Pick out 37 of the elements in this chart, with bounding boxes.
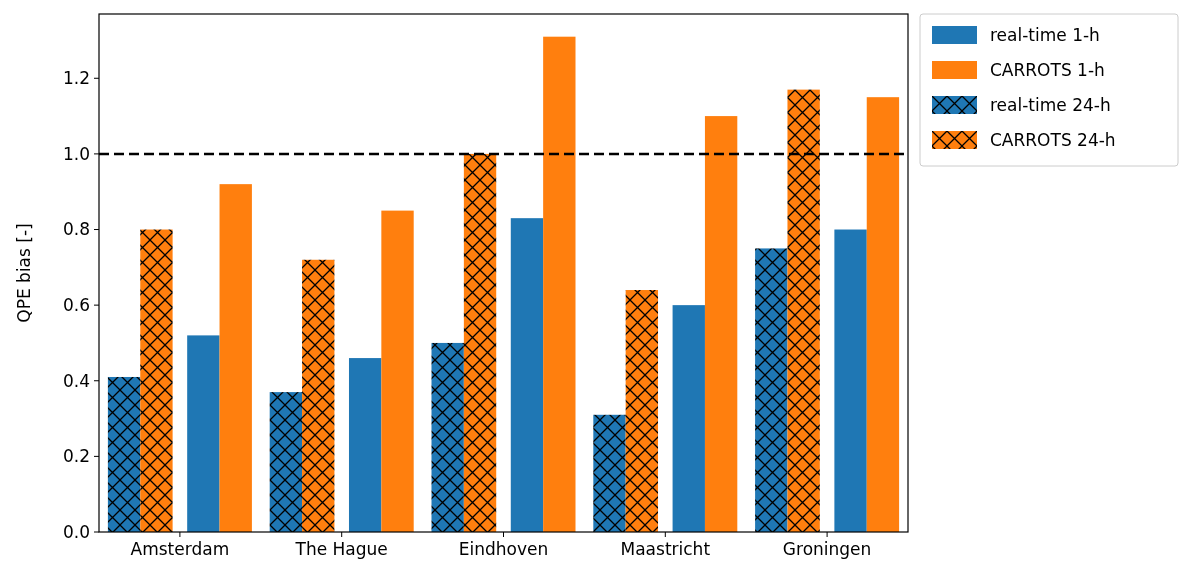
legend-label: real-time 24-h	[990, 94, 1111, 115]
bar	[510, 218, 544, 532]
bar	[755, 248, 788, 532]
bar	[381, 210, 414, 532]
bar	[219, 184, 252, 532]
bar	[463, 153, 497, 532]
bar	[704, 116, 738, 532]
y-tick-label: 1.2	[62, 68, 90, 89]
bar	[302, 259, 335, 532]
x-tick-label: Amsterdam	[130, 539, 230, 559]
x-tick-label: Groningen	[782, 539, 872, 559]
bar	[140, 229, 173, 532]
bar	[431, 342, 464, 532]
x-tick-label: Eindhoven	[458, 539, 549, 559]
legend-label: CARROTS 24-h	[990, 129, 1116, 150]
x-tick-label: The Hague	[294, 539, 388, 559]
bar	[625, 290, 659, 532]
y-tick-label: 0.4	[62, 370, 90, 391]
bar	[107, 376, 141, 532]
x-tick-label: Maastricht	[620, 539, 711, 559]
y-tick-label: 1.0	[62, 143, 90, 164]
y-tick-label: 0.0	[62, 521, 90, 542]
bar	[787, 89, 820, 532]
y-tick-label: 0.2	[62, 446, 90, 467]
y-tick-label: 0.8	[62, 219, 90, 240]
bar	[834, 229, 867, 532]
bar	[866, 97, 900, 532]
bar	[543, 36, 576, 532]
bar	[348, 358, 382, 532]
legend-label: real-time 1-h	[990, 24, 1100, 45]
bar	[672, 305, 705, 532]
bar	[269, 392, 303, 532]
bar	[593, 414, 626, 532]
y-tick-label: 0.6	[62, 295, 90, 316]
y-axis-title: QPE bias [-]	[14, 223, 34, 323]
bar	[187, 335, 220, 532]
legend-label: CARROTS 1-h	[990, 59, 1105, 80]
